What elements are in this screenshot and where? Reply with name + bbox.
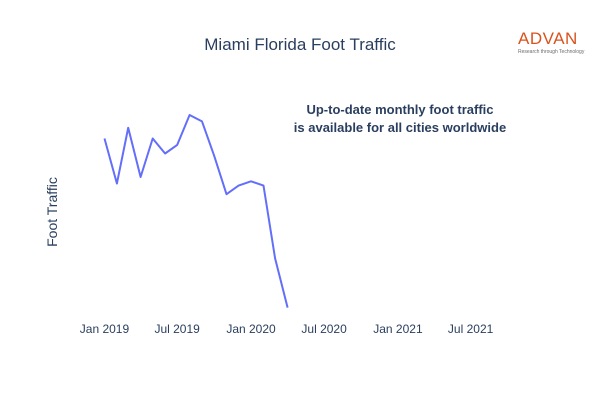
x-tick-label: Jul 2021 [448,322,494,336]
x-tick-label: Jul 2020 [301,322,347,336]
annotation-line-2: is available for all cities worldwide [293,120,507,135]
x-tick-label: Jan 2020 [226,322,276,336]
x-tick-label: Jan 2019 [80,322,130,336]
chart-title: Miami Florida Foot Traffic [204,35,396,54]
foot-traffic-series-line [103,114,289,308]
annotation-line-1: Up-to-date monthly foot traffic [306,102,494,117]
x-tick-label: Jul 2019 [154,322,200,336]
logo-tagline: Research through Technology [518,49,585,55]
chart-annotation: Up-to-date monthly foot traffic is avail… [250,101,550,137]
x-tick-label: Jan 2021 [373,322,423,336]
logo-wordmark: ADVAN [518,29,578,48]
advan-logo: ADVAN Research through Technology [518,29,590,56]
